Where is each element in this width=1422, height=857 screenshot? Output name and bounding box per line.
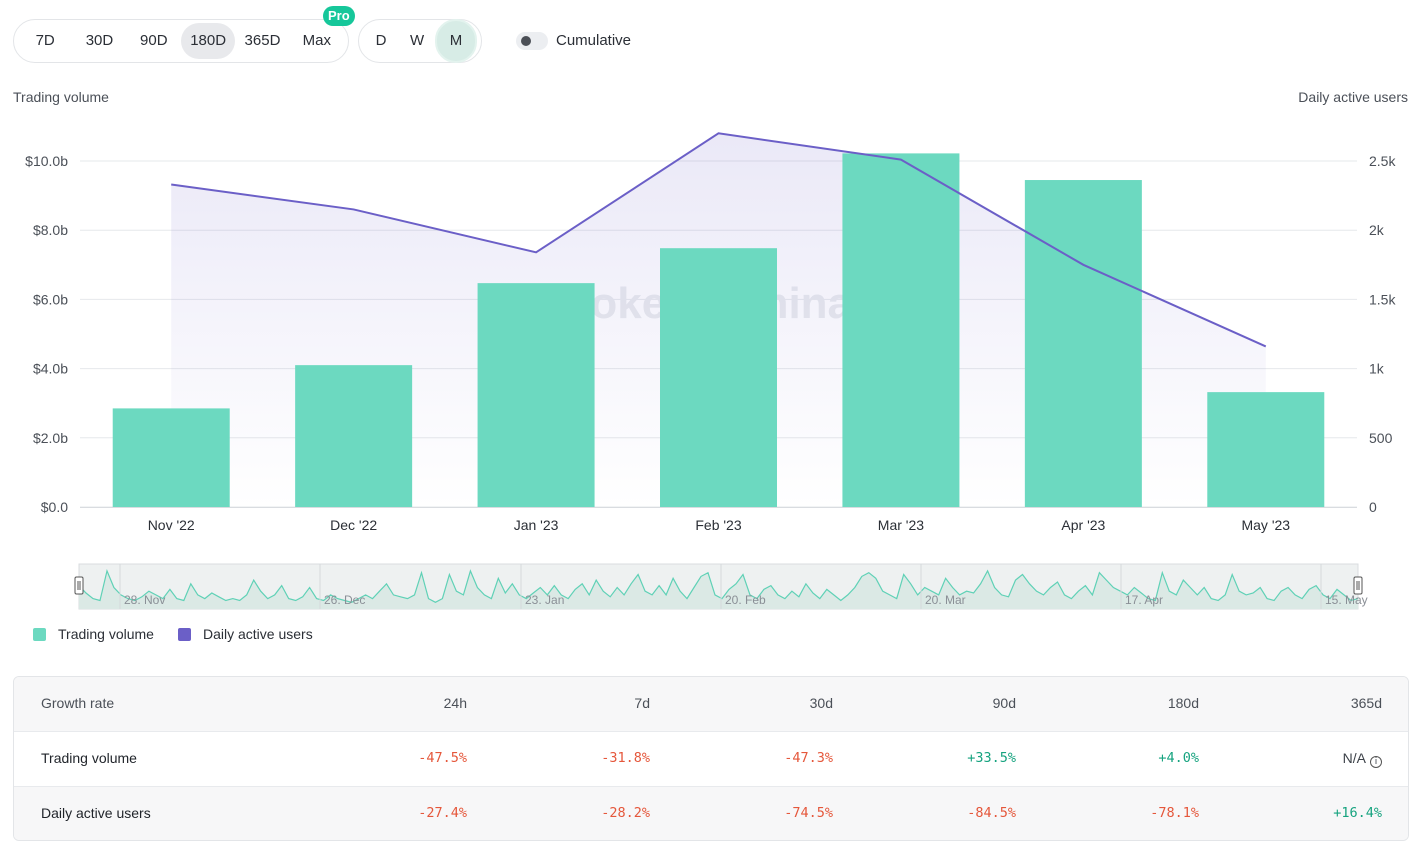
- range-button-90d[interactable]: 90D: [140, 32, 168, 49]
- col-90d: 90d: [992, 695, 1016, 711]
- x-tick: Jan '23: [514, 517, 559, 533]
- info-icon[interactable]: i: [1370, 756, 1382, 768]
- growth-row-dau: Daily active users -27.4% -28.2% -74.5% …: [14, 787, 1408, 840]
- bar: [842, 153, 960, 507]
- range-button-7d[interactable]: 7D: [35, 32, 55, 49]
- x-tick: Nov '22: [148, 517, 195, 533]
- right-axis-title: Daily active users: [1298, 89, 1408, 105]
- range-button-365d[interactable]: 365D: [244, 32, 281, 49]
- cell-na: N/A i: [1282, 750, 1382, 768]
- cell: -47.3%: [784, 750, 833, 766]
- y-right-tick: 1k: [1369, 361, 1385, 377]
- y-right-tick: 500: [1369, 430, 1393, 446]
- growth-header: Growth rate: [41, 695, 115, 711]
- row-label-volume: Trading volume: [41, 750, 137, 766]
- navigator-label: 17. Apr: [1125, 593, 1163, 607]
- legend-label-dau: Daily active users: [203, 626, 313, 642]
- chart: $0.0 0 $2.0b 500 $4.0b 1k $6.0b 1.5k $8.0b 2k $10.…: [25, 132, 1396, 610]
- col-24h: 24h: [443, 695, 467, 711]
- col-180d: 180d: [1167, 695, 1199, 711]
- navigator-label: 28. Nov: [124, 593, 165, 607]
- navigator-label: 15. May: [1325, 593, 1368, 607]
- granularity-button-m[interactable]: M: [435, 19, 477, 63]
- x-tick: May '23: [1241, 517, 1290, 533]
- growth-row-volume: Trading volume -47.5% -31.8% -47.3% +33.…: [14, 732, 1408, 787]
- range-button-max[interactable]: Max: [302, 32, 331, 49]
- left-axis-title: Trading volume: [13, 89, 109, 105]
- bar: [112, 408, 230, 507]
- growth-table: Growth rate 24h 7d 30d 90d 180d 365d Tra…: [13, 676, 1409, 841]
- pro-badge: Pro: [323, 6, 355, 26]
- cell: -27.4%: [418, 805, 467, 821]
- legend-item-dau[interactable]: Daily active users: [178, 626, 313, 642]
- navigator-line: [78, 568, 1359, 603]
- navigator-label: 20. Mar: [925, 593, 966, 607]
- x-tick: Mar '23: [878, 517, 924, 533]
- cumulative-toggle[interactable]: [516, 32, 548, 50]
- granularity-button-w[interactable]: W: [409, 32, 425, 49]
- cumulative-label: Cumulative: [556, 32, 632, 49]
- bar: [1207, 392, 1325, 507]
- cell: -47.5%: [418, 750, 467, 766]
- cell: +16.4%: [1333, 805, 1382, 821]
- granularity-button-d[interactable]: D: [375, 32, 387, 49]
- cell: +33.5%: [967, 750, 1016, 766]
- range-button-180d[interactable]: 180D: [180, 23, 236, 59]
- cell: -74.5%: [784, 805, 833, 821]
- bar: [295, 365, 413, 507]
- y-right-tick: 2.5k: [1369, 153, 1396, 169]
- y-left-tick: $10.0b: [25, 153, 68, 169]
- navigator-label: 20. Feb: [725, 593, 766, 607]
- cell: -78.1%: [1150, 805, 1199, 821]
- col-30d: 30d: [809, 695, 833, 711]
- y-left-tick: $6.0b: [33, 291, 68, 307]
- growth-header-row: Growth rate 24h 7d 30d 90d 180d 365d: [14, 677, 1408, 732]
- row-label-dau: Daily active users: [41, 805, 151, 821]
- legend-swatch-volume: [33, 627, 46, 641]
- y-right-tick: 1.5k: [1369, 291, 1396, 307]
- y-left-tick: $8.0b: [33, 222, 68, 238]
- cell: -84.5%: [967, 805, 1016, 821]
- col-7d: 7d: [634, 695, 650, 711]
- range-button-30d[interactable]: 30D: [85, 32, 114, 49]
- navigator-label: 23. Jan: [525, 593, 564, 607]
- navigator-area: [79, 570, 1358, 609]
- y-left-tick: $2.0b: [33, 430, 68, 446]
- legend-item-volume[interactable]: Trading volume: [33, 626, 154, 642]
- na-text: N/A: [1342, 750, 1366, 766]
- y-left-tick: $4.0b: [33, 361, 68, 377]
- x-tick: Feb '23: [695, 517, 741, 533]
- y-right-tick: 0: [1369, 499, 1377, 515]
- y-right-tick: 2k: [1369, 222, 1385, 238]
- bar: [660, 248, 777, 507]
- legend-label-volume: Trading volume: [58, 626, 154, 642]
- navigator-label: 26. Dec: [324, 593, 365, 607]
- x-tick: Dec '22: [330, 517, 377, 533]
- range-selector: 7D 30D 90D 180D 365D Max: [13, 19, 349, 63]
- cell: -28.2%: [601, 805, 650, 821]
- bar: [1024, 180, 1142, 507]
- navigator-handle-left[interactable]: [74, 576, 84, 595]
- dau-line: [171, 132, 1267, 348]
- bar: [477, 283, 595, 507]
- navigator-handle-right[interactable]: [1353, 576, 1363, 595]
- x-tick: Apr '23: [1061, 517, 1105, 533]
- col-365d: 365d: [1350, 695, 1382, 711]
- legend-swatch-dau: [178, 627, 191, 641]
- toggle-knob: [521, 36, 531, 46]
- cell: -31.8%: [601, 750, 650, 766]
- y-left-tick: $0.0: [41, 499, 68, 515]
- cell: +4.0%: [1158, 750, 1199, 766]
